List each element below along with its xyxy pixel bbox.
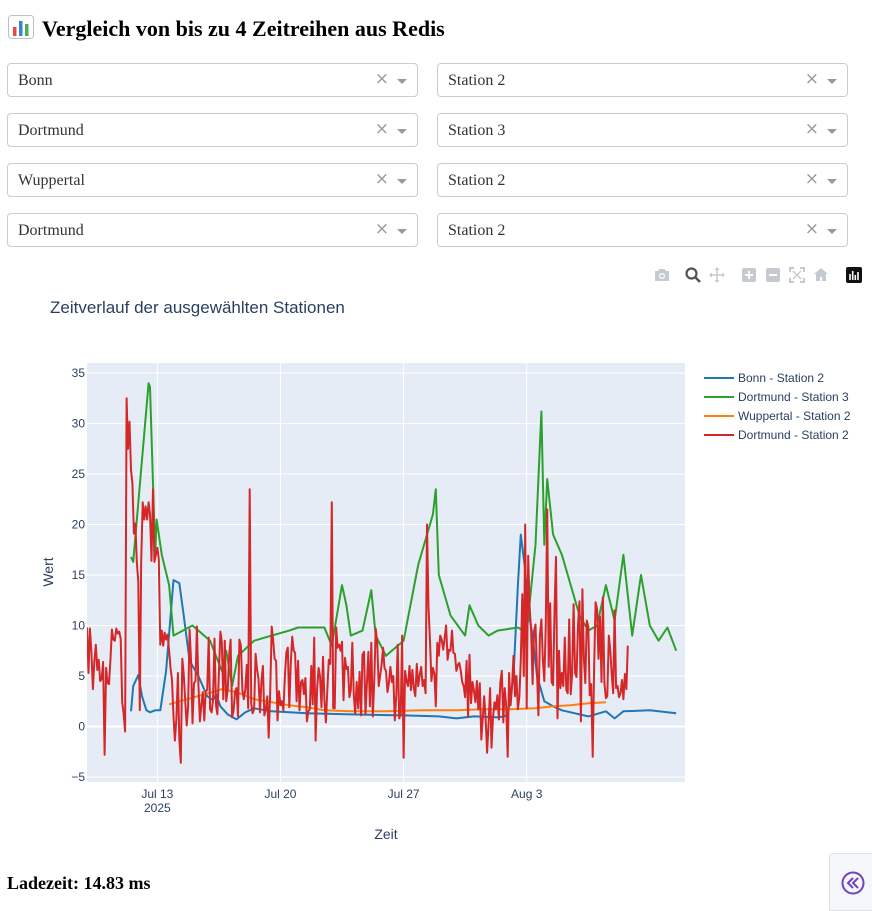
bar-chart-icon (8, 15, 34, 47)
station-dropdown-3-value: Station 2 (448, 172, 506, 189)
legend: Bonn - Station 2 Dortmund - Station 3 Wupp… (704, 371, 851, 442)
camera-icon[interactable] (653, 266, 671, 284)
y-tick-label: 35 (72, 366, 86, 380)
y-tick-label: 0 (78, 719, 85, 733)
x-tick-label: Aug 3 (511, 787, 543, 801)
clear-icon[interactable]: × (374, 119, 389, 139)
station-dropdown-3[interactable]: Station 2 × (437, 163, 848, 197)
series-layer (87, 382, 678, 764)
page-title-text: Vergleich von bis zu 4 Zeitreihen aus Re… (42, 16, 445, 41)
city-dropdown-2[interactable]: Dortmund × (7, 113, 418, 147)
legend-item-label[interactable]: Bonn - Station 2 (738, 371, 824, 385)
clear-icon[interactable]: × (804, 219, 819, 239)
x-tick-label: Jul 27 (388, 787, 420, 801)
series-line-4[interactable] (87, 397, 629, 764)
station-dropdown-1-value: Station 2 (448, 72, 506, 89)
chevron-down-icon[interactable] (827, 129, 837, 134)
station-dropdown-4[interactable]: Station 2 × (437, 213, 848, 247)
city-dropdown-3-value: Wuppertal (18, 172, 85, 189)
city-dropdown-1-value: Bonn (18, 72, 53, 89)
y-tick-label: 5 (78, 669, 85, 683)
y-tick-label: −5 (71, 770, 85, 784)
city-dropdown-4[interactable]: Dortmund × (7, 213, 418, 247)
chevron-down-icon[interactable] (827, 229, 837, 234)
x-tick-label: Jul 13 (141, 787, 173, 801)
clear-icon[interactable]: × (374, 169, 389, 189)
city-dropdown-1[interactable]: Bonn × (7, 63, 418, 97)
chevron-down-icon[interactable] (397, 129, 407, 134)
x-axis-title: Zeit (374, 826, 397, 842)
zoom-out-icon[interactable] (764, 266, 782, 284)
city-dropdown-3[interactable]: Wuppertal × (7, 163, 418, 197)
reset-axes-icon[interactable] (812, 266, 830, 284)
chevron-down-icon[interactable] (397, 229, 407, 234)
clear-icon[interactable]: × (804, 119, 819, 139)
station-dropdown-2[interactable]: Station 3 × (437, 113, 848, 147)
series-line-2[interactable] (130, 382, 678, 688)
y-axis-title: Wert (40, 557, 56, 586)
clear-icon[interactable]: × (374, 69, 389, 89)
y-tick-label: 15 (72, 568, 86, 582)
chart-title: Zeitverlauf der ausgewählten Stationen (50, 298, 345, 317)
chevron-down-icon[interactable] (827, 179, 837, 184)
clear-icon[interactable]: × (804, 169, 819, 189)
station-dropdown-2-value: Station 3 (448, 122, 506, 139)
clear-icon[interactable]: × (374, 219, 389, 239)
city-dropdown-4-value: Dortmund (18, 222, 84, 239)
collapse-panel-button[interactable] (829, 853, 872, 911)
plotly-logo-icon[interactable] (845, 266, 863, 284)
zoom-icon[interactable] (684, 266, 702, 284)
line-chart: Zeitverlauf der ausgewählten Stationen −… (40, 298, 851, 842)
city-dropdown-2-value: Dortmund (18, 122, 84, 139)
legend-item-label[interactable]: Dortmund - Station 3 (738, 390, 849, 404)
x-tick-label: Jul 20 (264, 787, 296, 801)
y-tick-label: 10 (72, 619, 86, 633)
chevron-down-icon[interactable] (397, 179, 407, 184)
zoom-in-icon[interactable] (740, 266, 758, 284)
pan-icon[interactable] (708, 266, 726, 284)
x-tick-year-label: 2025 (144, 801, 171, 815)
autoscale-icon[interactable] (788, 266, 806, 284)
chevron-down-icon[interactable] (827, 79, 837, 84)
legend-item-label[interactable]: Wuppertal - Station 2 (738, 409, 851, 423)
double-chevron-left-icon (841, 871, 865, 895)
load-time-label: Ladezeit: 14.83 ms (7, 873, 151, 893)
page-title: Vergleich von bis zu 4 Zeitreihen aus Re… (8, 14, 445, 47)
station-dropdown-1[interactable]: Station 2 × (437, 63, 848, 97)
station-dropdown-4-value: Station 2 (448, 222, 506, 239)
chevron-down-icon[interactable] (397, 79, 407, 84)
y-tick-label: 25 (72, 467, 86, 481)
y-tick-label: 30 (72, 417, 86, 431)
clear-icon[interactable]: × (804, 69, 819, 89)
y-tick-label: 20 (72, 518, 86, 532)
legend-item-label[interactable]: Dortmund - Station 2 (738, 428, 849, 442)
